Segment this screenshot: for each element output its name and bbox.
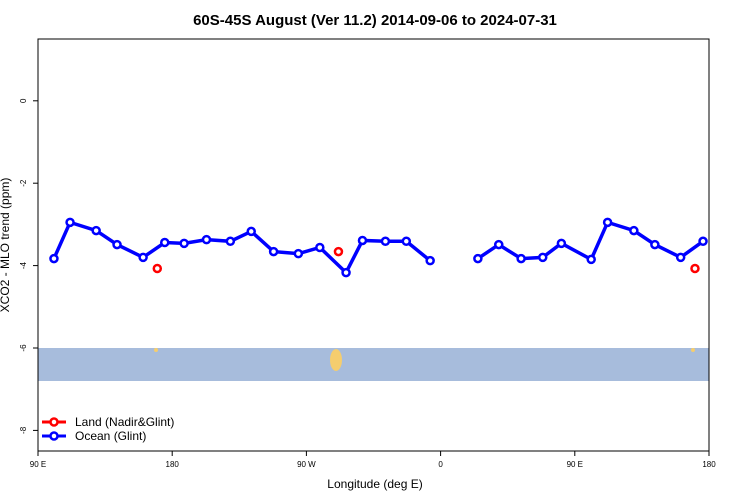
legend-marker	[49, 417, 59, 427]
y-axis-label: XCO2 - MLO trend (ppm)	[0, 178, 12, 313]
point	[201, 234, 212, 245]
x-tick-label: 90 E	[30, 460, 46, 469]
x-tick-label: 180	[166, 460, 180, 469]
point	[380, 236, 391, 247]
point	[159, 237, 170, 248]
point	[602, 217, 613, 228]
x-tick-label: 180	[702, 460, 716, 469]
x-tick-label: 0	[438, 460, 443, 469]
map-band	[38, 348, 709, 381]
point	[690, 263, 700, 274]
point	[138, 252, 148, 263]
y-tick-label: -6	[19, 344, 28, 352]
point	[357, 235, 368, 246]
series-line	[476, 220, 705, 262]
point	[473, 253, 483, 264]
point	[586, 254, 596, 265]
y-tick-label: -4	[19, 261, 28, 269]
point	[629, 225, 639, 236]
point	[494, 239, 504, 250]
point	[246, 226, 256, 237]
point	[556, 238, 567, 249]
chart-title: 60S-45S August (Ver 11.2) 2014-09-06 to …	[193, 12, 557, 29]
land-patch	[154, 348, 158, 352]
point	[112, 239, 122, 250]
x-tick-label: 90 W	[297, 460, 316, 469]
legend-marker	[49, 431, 59, 441]
point	[268, 246, 279, 257]
legend-label: Land (Nadir&Glint)	[75, 415, 174, 429]
point	[225, 236, 236, 247]
point	[315, 242, 325, 253]
point	[698, 236, 708, 247]
y-tick-label: -8	[19, 426, 28, 434]
plot-frame	[37, 38, 710, 452]
point	[333, 246, 344, 257]
series-line	[52, 220, 432, 276]
land-patch	[330, 349, 342, 371]
point	[516, 253, 526, 264]
point	[675, 252, 686, 263]
point	[293, 248, 304, 259]
point	[425, 255, 435, 266]
point	[91, 225, 101, 236]
point	[179, 238, 189, 249]
point	[401, 236, 412, 247]
point	[152, 263, 163, 274]
point	[49, 253, 59, 264]
x-tick-label: 90 E	[567, 460, 583, 469]
y-tick-label: -2	[19, 179, 28, 187]
y-tick-label: 0	[19, 98, 28, 103]
point	[65, 217, 75, 228]
land-patch	[691, 348, 695, 352]
legend-label: Ocean (Glint)	[75, 429, 146, 443]
point	[341, 267, 351, 278]
x-axis-label: Longitude (deg E)	[327, 477, 422, 491]
point	[650, 239, 660, 250]
point	[537, 252, 548, 263]
